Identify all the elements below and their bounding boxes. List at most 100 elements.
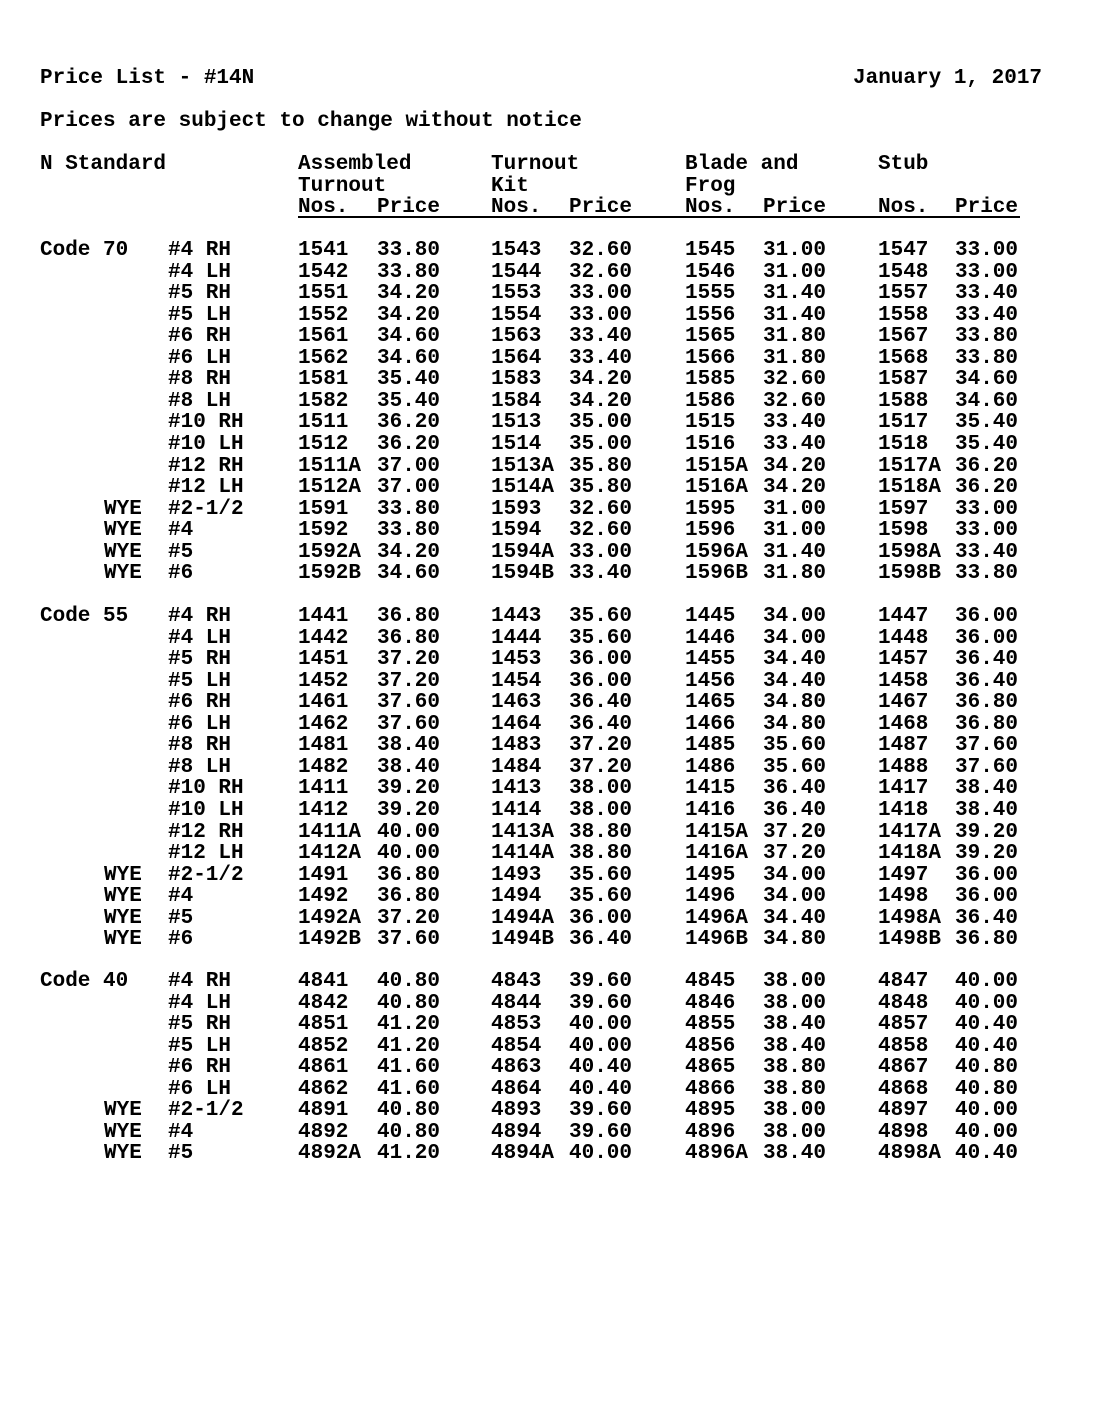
kit-price-cell: 32.60 xyxy=(569,239,633,262)
blade-no-cell: 1496 xyxy=(685,885,736,909)
kit-no-cell: 4894A xyxy=(491,1142,555,1166)
kit-no-cell: 4844 xyxy=(491,991,542,1015)
assembled-price-cell: 41.20 xyxy=(377,1142,441,1166)
wye-label-cell: WYE xyxy=(104,1142,142,1166)
kit-price-cell: 33.00 xyxy=(569,282,633,306)
stub-no-cell: 1498B xyxy=(878,928,942,952)
assembled-price-cell: 37.20 xyxy=(377,648,441,672)
blade-no-cell: 1496A xyxy=(685,906,749,930)
size-cell: #6 xyxy=(168,928,194,952)
stub-price-cell: 34.60 xyxy=(955,368,1019,392)
assembled-price-cell: 34.20 xyxy=(377,282,441,306)
size-cell: #6 LH xyxy=(168,346,232,370)
blade-price-cell: 32.60 xyxy=(763,389,827,413)
kit-price-cell: 40.00 xyxy=(569,1142,633,1166)
blade-no-cell: 1516 xyxy=(685,432,736,456)
blade-no-cell: 4856 xyxy=(685,1034,736,1058)
stub-no-cell: 1487 xyxy=(878,734,929,758)
kit-no-cell: 1493 xyxy=(491,863,542,887)
wye-label-cell: WYE xyxy=(104,1120,142,1144)
stub-no-cell: 1498A xyxy=(878,906,942,930)
stub-price-cell: 40.00 xyxy=(955,1120,1019,1144)
blade-price-cell: 38.80 xyxy=(763,1077,827,1101)
assembled-no-cell: 1592A xyxy=(298,540,362,564)
stub-no-cell: 1468 xyxy=(878,712,929,736)
blade-price-cell: 38.00 xyxy=(763,970,827,993)
stub-price-cell: 33.80 xyxy=(955,346,1019,370)
assembled-no-cell: 1461 xyxy=(298,691,349,715)
assembled-price-cell: 39.20 xyxy=(377,777,441,801)
kit-no-cell: 1453 xyxy=(491,648,542,672)
kit-price-cell: 32.60 xyxy=(569,497,633,521)
stub-price-cell: 36.80 xyxy=(955,712,1019,736)
stub-no-cell: 1497 xyxy=(878,863,929,887)
kit-price-cell: 35.80 xyxy=(569,476,633,500)
assembled-price-cell: 37.20 xyxy=(377,669,441,693)
blade-price-cell: 37.20 xyxy=(763,820,827,844)
kit-no-cell: 4853 xyxy=(491,1013,542,1037)
kit-price-cell: 35.60 xyxy=(569,605,633,628)
stub-no-cell: 1598A xyxy=(878,540,942,564)
blade-no-cell: 4865 xyxy=(685,1056,736,1080)
assembled-no-cell: 1591 xyxy=(298,497,349,521)
blade-price-cell: 34.80 xyxy=(763,928,827,952)
blade-no-cell: 1415A xyxy=(685,820,749,844)
kit-price-cell: 33.00 xyxy=(569,540,633,564)
kit-price-cell: 33.40 xyxy=(569,325,633,349)
stub-price-cell: 37.60 xyxy=(955,734,1019,758)
size-cell: #6 RH xyxy=(168,1056,232,1080)
assembled-price-cell: 34.20 xyxy=(377,540,441,564)
stub-no-cell: 4847 xyxy=(878,970,929,993)
blade-price-cell: 36.40 xyxy=(763,798,827,822)
assembled-no-cell: 1411A xyxy=(298,820,362,844)
kit-price-cell: 34.20 xyxy=(569,389,633,413)
assembled-price-cell: 33.80 xyxy=(377,239,441,262)
stub-heading-1: Stub xyxy=(878,153,929,176)
stub-no-cell: 4897 xyxy=(878,1099,929,1123)
wye-label-cell: WYE xyxy=(104,519,142,543)
kit-no-cell: 1494B xyxy=(491,928,555,952)
scale-heading: N Standard xyxy=(40,153,167,176)
blade-price-cell: 38.40 xyxy=(763,1034,827,1058)
size-cell: #4 xyxy=(168,1120,194,1144)
blade-price-cell: 38.00 xyxy=(763,991,827,1015)
price-header: Price xyxy=(955,196,1019,219)
blade-price-cell: 34.80 xyxy=(763,691,827,715)
blade-no-cell: 1466 xyxy=(685,712,736,736)
assembled-no-cell: 1492A xyxy=(298,906,362,930)
stub-price-cell: 36.40 xyxy=(955,906,1019,930)
stub-price-cell: 36.80 xyxy=(955,691,1019,715)
kit-no-cell: 1594B xyxy=(491,562,555,586)
blade-price-cell: 31.00 xyxy=(763,239,827,262)
stub-no-cell: 1568 xyxy=(878,346,929,370)
blade-no-cell: 1546 xyxy=(685,260,736,284)
stub-no-cell: 1517 xyxy=(878,411,929,435)
assembled-price-cell: 40.80 xyxy=(377,970,441,993)
assembled-price-cell: 36.80 xyxy=(377,863,441,887)
kit-price-cell: 39.60 xyxy=(569,991,633,1015)
blade-price-cell: 34.80 xyxy=(763,712,827,736)
blade-no-cell: 4866 xyxy=(685,1077,736,1101)
assembled-price-cell: 38.40 xyxy=(377,755,441,779)
size-cell: #8 LH xyxy=(168,389,232,413)
blade-no-cell: 1515 xyxy=(685,411,736,435)
blade-price-cell: 34.40 xyxy=(763,669,827,693)
blade-price-cell: 38.00 xyxy=(763,1099,827,1123)
blade-price-cell: 32.60 xyxy=(763,368,827,392)
kit-no-cell: 4854 xyxy=(491,1034,542,1058)
stub-no-cell: 1457 xyxy=(878,648,929,672)
assembled-no-cell: 1451 xyxy=(298,648,349,672)
kit-price-cell: 32.60 xyxy=(569,519,633,543)
blade-price-cell: 35.60 xyxy=(763,734,827,758)
kit-price-cell: 33.40 xyxy=(569,346,633,370)
stub-no-cell: 1598B xyxy=(878,562,942,586)
kit-price-cell: 36.00 xyxy=(569,906,633,930)
assembled-price-cell: 40.80 xyxy=(377,991,441,1015)
kit-price-cell: 35.60 xyxy=(569,863,633,887)
blade-no-cell: 4896 xyxy=(685,1120,736,1144)
size-cell: #5 LH xyxy=(168,303,232,327)
stub-price-cell: 39.20 xyxy=(955,820,1019,844)
assembled-price-cell: 41.20 xyxy=(377,1034,441,1058)
stub-price-cell: 35.40 xyxy=(955,411,1019,435)
blade-no-cell: 4896A xyxy=(685,1142,749,1166)
